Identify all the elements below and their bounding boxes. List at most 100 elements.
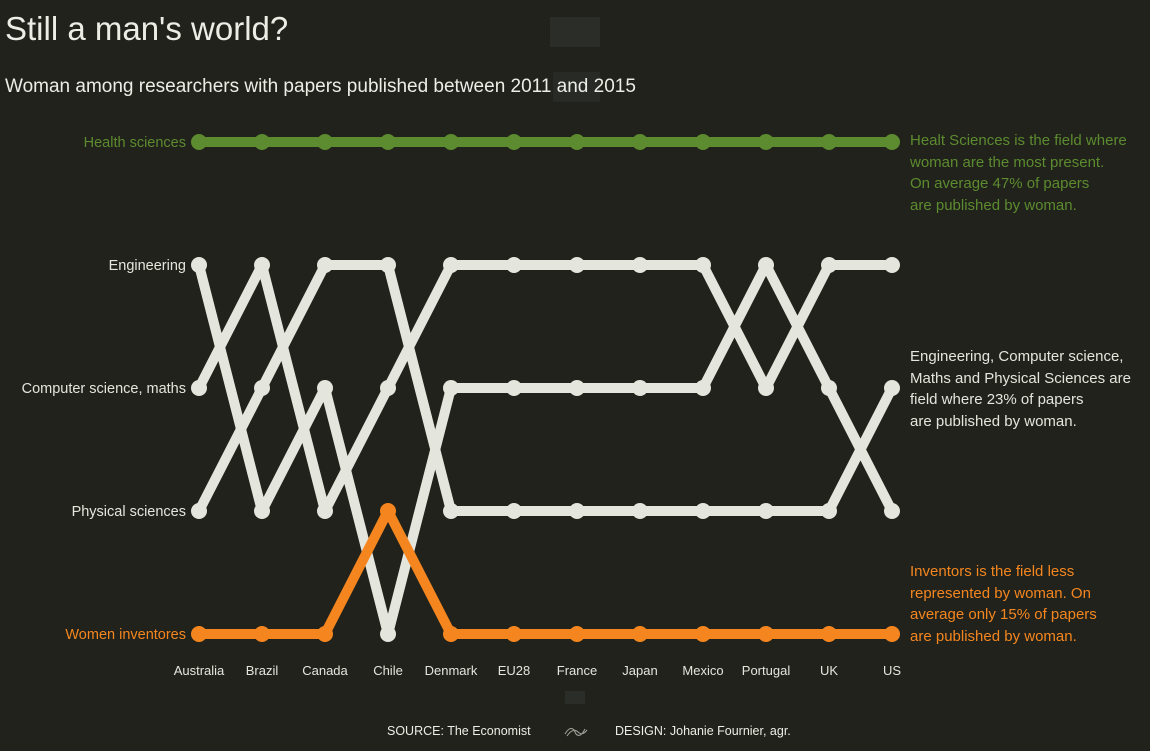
data-point — [506, 626, 522, 642]
x-tick-label: Mexico — [682, 663, 723, 678]
data-point — [254, 257, 270, 273]
data-point — [443, 134, 459, 150]
data-point — [569, 380, 585, 396]
data-point — [632, 503, 648, 519]
scribble-icon — [564, 727, 588, 737]
series-line — [194, 506, 897, 639]
data-point — [380, 257, 396, 273]
annotation-stem: Engineering, Computer science, Maths and … — [910, 346, 1131, 433]
data-point — [380, 134, 396, 150]
data-point — [884, 503, 900, 519]
series-computer-science-maths — [191, 257, 900, 519]
annotation-line: woman are the most present. — [910, 153, 1105, 171]
data-point — [443, 257, 459, 273]
decorative-rectangle — [550, 17, 600, 47]
data-point — [821, 380, 837, 396]
rank-label: Computer science, maths — [22, 381, 186, 397]
data-point — [695, 380, 711, 396]
x-tick-label: Portugal — [742, 663, 791, 678]
annotation-line: Healt Sciences is the field where — [910, 132, 1127, 149]
annotation-line: are published by woman. — [910, 413, 1077, 431]
decorative-rectangle — [565, 691, 585, 704]
x-tick-label: Japan — [622, 663, 657, 678]
annotation-line: are published by woman. — [910, 197, 1077, 215]
rank-label: Health sciences — [84, 135, 186, 151]
annotation-line: field where 23% of papers — [910, 391, 1084, 409]
data-point — [317, 503, 333, 519]
data-point — [821, 134, 837, 150]
decorative-rectangle — [553, 72, 600, 102]
data-point — [695, 503, 711, 519]
design-credit: DESIGN: Johanie Fournier, agr. — [615, 724, 791, 738]
x-tick-label: US — [883, 663, 901, 678]
data-point — [695, 626, 711, 642]
annotation-line: represented by woman. On — [910, 584, 1091, 602]
data-point — [380, 503, 396, 519]
rank-label: Women inventores — [65, 627, 186, 643]
data-point — [443, 626, 459, 642]
series-health-sciences — [191, 134, 900, 150]
data-point — [632, 134, 648, 150]
annotation-line: On average 47% of papers — [910, 175, 1090, 193]
data-point — [317, 134, 333, 150]
data-point — [254, 380, 270, 396]
series-physical-sciences — [191, 257, 900, 519]
data-point — [191, 626, 207, 642]
data-point — [380, 626, 396, 642]
data-point — [506, 380, 522, 396]
data-point — [632, 380, 648, 396]
data-point — [191, 380, 207, 396]
data-point — [758, 380, 774, 396]
x-tick-label: Denmark — [425, 663, 478, 678]
data-point — [191, 257, 207, 273]
annotation-line: Maths and Physical Sciences are — [910, 369, 1131, 387]
data-point — [380, 380, 396, 396]
x-tick-label: Chile — [373, 663, 403, 678]
series-women-inventores — [191, 503, 900, 642]
data-point — [758, 503, 774, 519]
series-line — [194, 260, 897, 516]
data-point — [506, 134, 522, 150]
annotation-line: are published by woman. — [910, 628, 1077, 646]
data-point — [254, 626, 270, 642]
data-point — [569, 257, 585, 273]
data-point — [191, 503, 207, 519]
data-point — [506, 503, 522, 519]
data-point — [317, 626, 333, 642]
data-point — [191, 134, 207, 150]
data-point — [821, 257, 837, 273]
x-tick-label: Australia — [174, 663, 225, 678]
annotation-health: Healt Sciences is the field where woman a… — [910, 130, 1127, 217]
annotation-line: Engineering, Computer science, — [910, 348, 1124, 365]
data-point — [884, 134, 900, 150]
annotation-inventors: Inventors is the field less represented b… — [910, 561, 1097, 648]
data-point — [569, 626, 585, 642]
data-point — [254, 134, 270, 150]
data-point — [317, 257, 333, 273]
data-point — [569, 503, 585, 519]
rank-label: Engineering — [109, 258, 186, 274]
data-point — [254, 503, 270, 519]
series-line — [194, 260, 897, 639]
data-point — [569, 134, 585, 150]
series-engineering — [191, 257, 900, 642]
data-point — [695, 257, 711, 273]
x-tick-label: EU28 — [498, 663, 531, 678]
data-point — [821, 626, 837, 642]
rank-label: Physical sciences — [72, 504, 186, 520]
data-point — [884, 626, 900, 642]
data-point — [443, 380, 459, 396]
data-point — [758, 134, 774, 150]
data-point — [632, 257, 648, 273]
data-point — [821, 503, 837, 519]
data-point — [758, 626, 774, 642]
series-line — [194, 260, 897, 516]
x-tick-label: UK — [820, 663, 838, 678]
data-point — [317, 380, 333, 396]
x-tick-label: France — [557, 663, 597, 678]
data-point — [443, 503, 459, 519]
source-credit: SOURCE: The Economist — [387, 724, 531, 738]
data-point — [632, 626, 648, 642]
annotation-line: Inventors is the field less — [910, 563, 1075, 580]
